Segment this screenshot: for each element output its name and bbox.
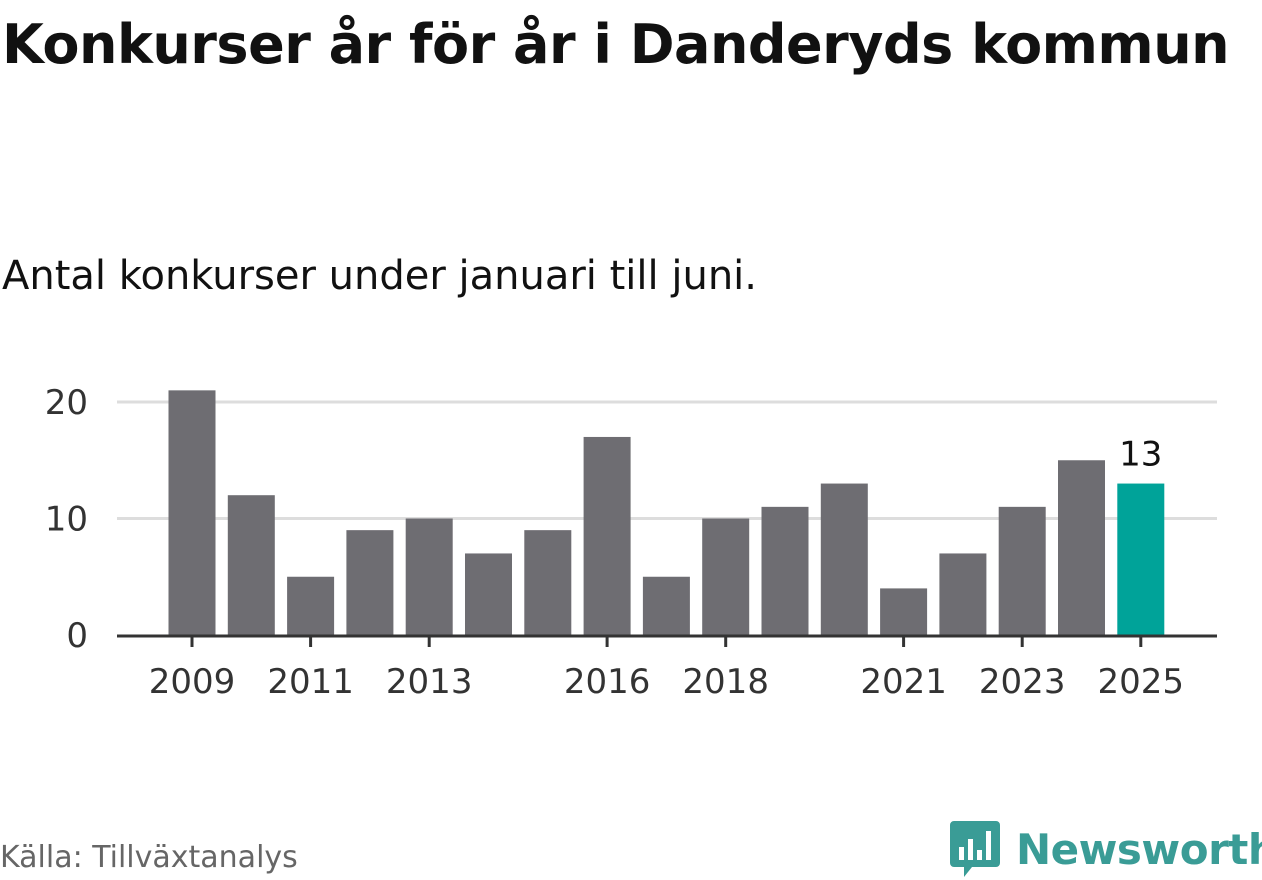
source-note: Källa: Tillväxtanalys [0, 840, 298, 875]
x-tick-label-2018: 2018 [682, 662, 769, 702]
chart-title: Konkurser år för år i Danderyds kommun [2, 13, 1230, 76]
bar-2014 [465, 553, 512, 635]
bar-2021 [880, 588, 928, 635]
bar-2020 [820, 483, 868, 635]
bar-chart-speech-bubble-icon [950, 821, 1000, 877]
x-tick-label-2009: 2009 [149, 662, 236, 702]
bar-2025 [1117, 483, 1165, 635]
bar-2017 [642, 576, 690, 635]
y-tick-label: 20 [45, 383, 88, 423]
bar-2019 [761, 506, 809, 635]
x-tick-label-2016: 2016 [564, 662, 651, 702]
bar-2015 [524, 530, 572, 635]
x-tick-label-2011: 2011 [267, 662, 354, 702]
bar-2011 [287, 576, 335, 635]
bar-2016 [583, 436, 631, 635]
bar-2018 [702, 518, 750, 635]
y-tick-label: 0 [66, 616, 88, 656]
bar-2022 [939, 553, 987, 635]
data-label-2025: 13 [1119, 435, 1162, 475]
bar-2009 [168, 390, 216, 635]
brand-name: Newsworthy [1016, 824, 1262, 874]
bar-2012 [346, 530, 394, 635]
x-tick-label-2025: 2025 [1098, 662, 1185, 702]
bar-2013 [405, 518, 453, 635]
bar-2024 [1058, 460, 1105, 635]
x-tick-label-2013: 2013 [386, 662, 473, 702]
y-tick-label: 10 [45, 500, 88, 540]
x-tick-label-2023: 2023 [979, 662, 1066, 702]
bar-2023 [998, 506, 1046, 635]
x-tick-label-2021: 2021 [860, 662, 947, 702]
chart-subtitle: Antal konkurser under januari till juni. [2, 253, 757, 299]
brand-logo: Newsworthy [950, 818, 1262, 880]
bar-2010 [227, 495, 275, 635]
